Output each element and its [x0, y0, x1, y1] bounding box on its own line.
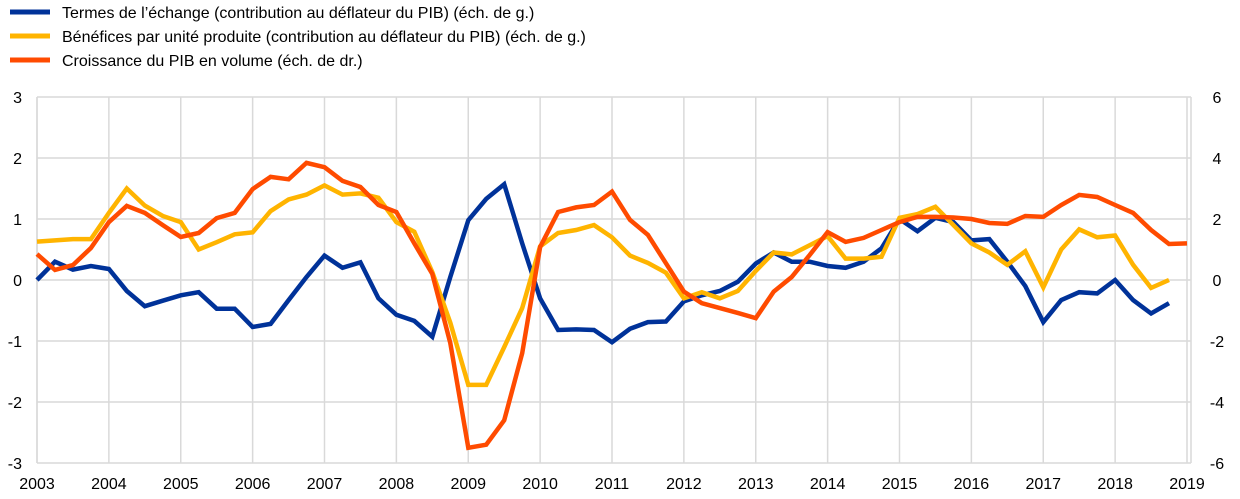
series-line-1 — [36, 182, 1170, 388]
legend: Termes de l’échange (contribution au déf… — [10, 5, 586, 70]
series-line-2 — [35, 160, 1188, 451]
y-left-tick-label: -1 — [8, 334, 22, 351]
y-left-tick-label: -2 — [8, 395, 22, 412]
y-right-tick-label: 0 — [1213, 273, 1222, 290]
series-line-0 — [35, 180, 1171, 345]
y-left-tick-label: -3 — [8, 456, 22, 473]
x-tick-label: 2007 — [307, 476, 343, 493]
y-right-tick-label: 6 — [1213, 90, 1222, 107]
grid — [36, 96, 1192, 464]
x-tick-label: 2009 — [450, 476, 486, 493]
y-left-tick-label: 3 — [13, 90, 22, 107]
axes: 2003 2004 2005 2006 2007 2008 2009 2010 2011 2012… — [8, 90, 1224, 493]
y-left-tick-label: 2 — [13, 151, 22, 168]
x-tick-label: 2004 — [91, 476, 127, 493]
y-right-tick-label: 2 — [1213, 212, 1222, 229]
legend-label-2: Croissance du PIB en volume (éch. de dr.… — [62, 53, 363, 70]
y-left-tick-label: 1 — [13, 212, 22, 229]
x-tick-label: 2013 — [738, 476, 774, 493]
legend-label-1: Bénéfices par unité produite (contributi… — [62, 29, 586, 46]
y-left-tick-label: 0 — [13, 273, 22, 290]
y-right-tick-label: -2 — [1210, 334, 1224, 351]
x-tick-label: 2017 — [1025, 476, 1061, 493]
x-tick-label: 2006 — [235, 476, 271, 493]
x-tick-label: 2003 — [19, 476, 55, 493]
x-tick-label: 2014 — [810, 476, 846, 493]
x-tick-label: 2011 — [595, 476, 630, 493]
x-tick-label: 2010 — [522, 476, 558, 493]
legend-label-0: Termes de l’échange (contribution au déf… — [62, 5, 534, 22]
y-right-tick-label: 4 — [1213, 151, 1222, 168]
x-tick-label: 2019 — [1169, 476, 1205, 493]
x-tick-label: 2018 — [1097, 476, 1133, 493]
x-tick-label: 2008 — [379, 476, 415, 493]
x-tick-label: 2012 — [666, 476, 702, 493]
y-right-tick-label: -4 — [1210, 395, 1224, 412]
x-tick-label: 2016 — [954, 476, 990, 493]
y-right-tick-label: -6 — [1210, 456, 1224, 473]
x-tick-label: 2005 — [163, 476, 199, 493]
series-lines — [35, 160, 1188, 451]
x-tick-label: 2015 — [882, 476, 918, 493]
